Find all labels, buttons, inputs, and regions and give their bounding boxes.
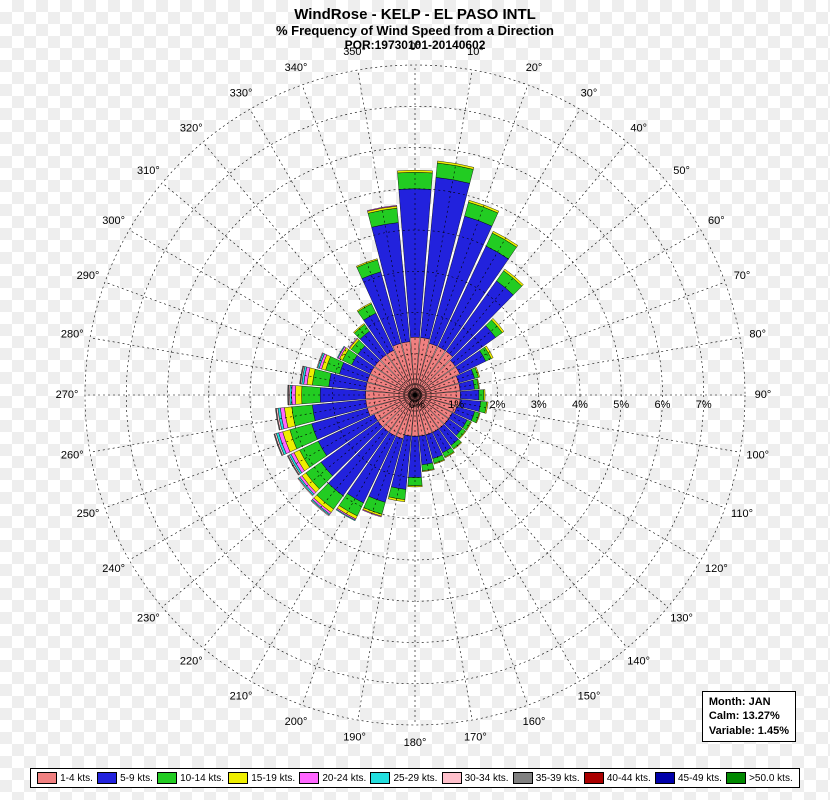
svg-text:300°: 300°	[102, 215, 125, 227]
svg-text:170°: 170°	[464, 732, 487, 744]
legend-item: 30-34 kts.	[442, 772, 509, 784]
legend-label: >50.0 kts.	[749, 773, 793, 784]
svg-text:150°: 150°	[578, 690, 601, 702]
svg-text:290°: 290°	[77, 270, 100, 282]
svg-text:350°: 350°	[343, 46, 366, 58]
svg-text:3%: 3%	[531, 399, 547, 411]
svg-text:310°: 310°	[137, 165, 160, 177]
svg-text:90°: 90°	[755, 389, 772, 401]
windrose-chart: 0° 10° 20° 30° 40° 50° 60° 70° 80° 90° 100° 110° 120…	[0, 40, 830, 760]
chart-title: WindRose - KELP - EL PASO INTL	[0, 6, 830, 23]
legend-swatch	[37, 772, 57, 784]
svg-text:100°: 100°	[746, 449, 769, 461]
legend-label: 30-34 kts.	[465, 773, 509, 784]
legend-swatch	[228, 772, 248, 784]
legend-swatch	[299, 772, 319, 784]
svg-text:7%: 7%	[696, 399, 712, 411]
legend-swatch	[442, 772, 462, 784]
svg-text:70°: 70°	[734, 270, 751, 282]
legend-item: 15-19 kts.	[228, 772, 295, 784]
legend-item: 10-14 kts.	[157, 772, 224, 784]
svg-text:2%: 2%	[490, 399, 506, 411]
legend-item: 25-29 kts.	[370, 772, 437, 784]
svg-text:30°: 30°	[581, 88, 598, 100]
svg-text:200°: 200°	[285, 716, 308, 728]
svg-text:210°: 210°	[230, 690, 253, 702]
svg-text:80°: 80°	[749, 328, 766, 340]
legend-swatch	[655, 772, 675, 784]
legend-item: 40-44 kts.	[584, 772, 651, 784]
svg-text:4%: 4%	[572, 399, 588, 411]
chart-subtitle: % Frequency of Wind Speed from a Directi…	[0, 23, 830, 38]
legend-item: 5-9 kts.	[97, 772, 153, 784]
svg-text:5%: 5%	[613, 399, 629, 411]
info-calm: Calm: 13.27%	[709, 709, 789, 723]
svg-text:140°: 140°	[627, 655, 650, 667]
info-box: Month: JAN Calm: 13.27% Variable: 1.45%	[702, 691, 796, 742]
svg-text:280°: 280°	[61, 328, 84, 340]
legend-label: 35-39 kts.	[536, 773, 580, 784]
svg-text:220°: 220°	[180, 655, 203, 667]
svg-text:1%: 1%	[448, 399, 464, 411]
legend-label: 1-4 kts.	[60, 773, 93, 784]
svg-text:180°: 180°	[404, 737, 427, 749]
legend-item: >50.0 kts.	[726, 772, 793, 784]
svg-text:160°: 160°	[523, 716, 546, 728]
legend-item: 1-4 kts.	[37, 772, 93, 784]
legend-item: 20-24 kts.	[299, 772, 366, 784]
svg-text:40°: 40°	[630, 122, 647, 134]
svg-text:240°: 240°	[102, 563, 125, 575]
legend-swatch	[584, 772, 604, 784]
legend-label: 20-24 kts.	[322, 773, 366, 784]
svg-text:110°: 110°	[731, 508, 753, 520]
legend-label: 10-14 kts.	[180, 773, 224, 784]
svg-text:60°: 60°	[708, 215, 725, 227]
svg-text:190°: 190°	[343, 732, 366, 744]
svg-text:50°: 50°	[673, 165, 690, 177]
svg-text:10°: 10°	[467, 46, 484, 58]
legend-label: 25-29 kts.	[393, 773, 437, 784]
legend-label: 45-49 kts.	[678, 773, 722, 784]
legend: 1-4 kts. 5-9 kts. 10-14 kts. 15-19 kts. 20-2…	[30, 768, 800, 788]
svg-text:320°: 320°	[180, 122, 203, 134]
legend-item: 45-49 kts.	[655, 772, 722, 784]
svg-text:6%: 6%	[655, 399, 671, 411]
legend-swatch	[726, 772, 746, 784]
legend-swatch	[157, 772, 177, 784]
svg-text:270°: 270°	[56, 389, 79, 401]
svg-text:260°: 260°	[61, 449, 84, 461]
legend-swatch	[97, 772, 117, 784]
svg-text:130°: 130°	[670, 613, 693, 625]
info-variable: Variable: 1.45%	[709, 724, 789, 738]
svg-text:340°: 340°	[285, 62, 308, 74]
svg-text:330°: 330°	[230, 88, 253, 100]
legend-item: 35-39 kts.	[513, 772, 580, 784]
info-month: Month: JAN	[709, 695, 789, 709]
svg-text:0%: 0%	[409, 399, 425, 411]
svg-text:250°: 250°	[77, 508, 100, 520]
legend-label: 15-19 kts.	[251, 773, 295, 784]
legend-swatch	[370, 772, 390, 784]
svg-text:20°: 20°	[526, 62, 543, 74]
legend-label: 5-9 kts.	[120, 773, 153, 784]
svg-text:230°: 230°	[137, 613, 160, 625]
legend-swatch	[513, 772, 533, 784]
svg-text:0°: 0°	[410, 41, 421, 53]
legend-label: 40-44 kts.	[607, 773, 651, 784]
svg-text:120°: 120°	[705, 563, 728, 575]
